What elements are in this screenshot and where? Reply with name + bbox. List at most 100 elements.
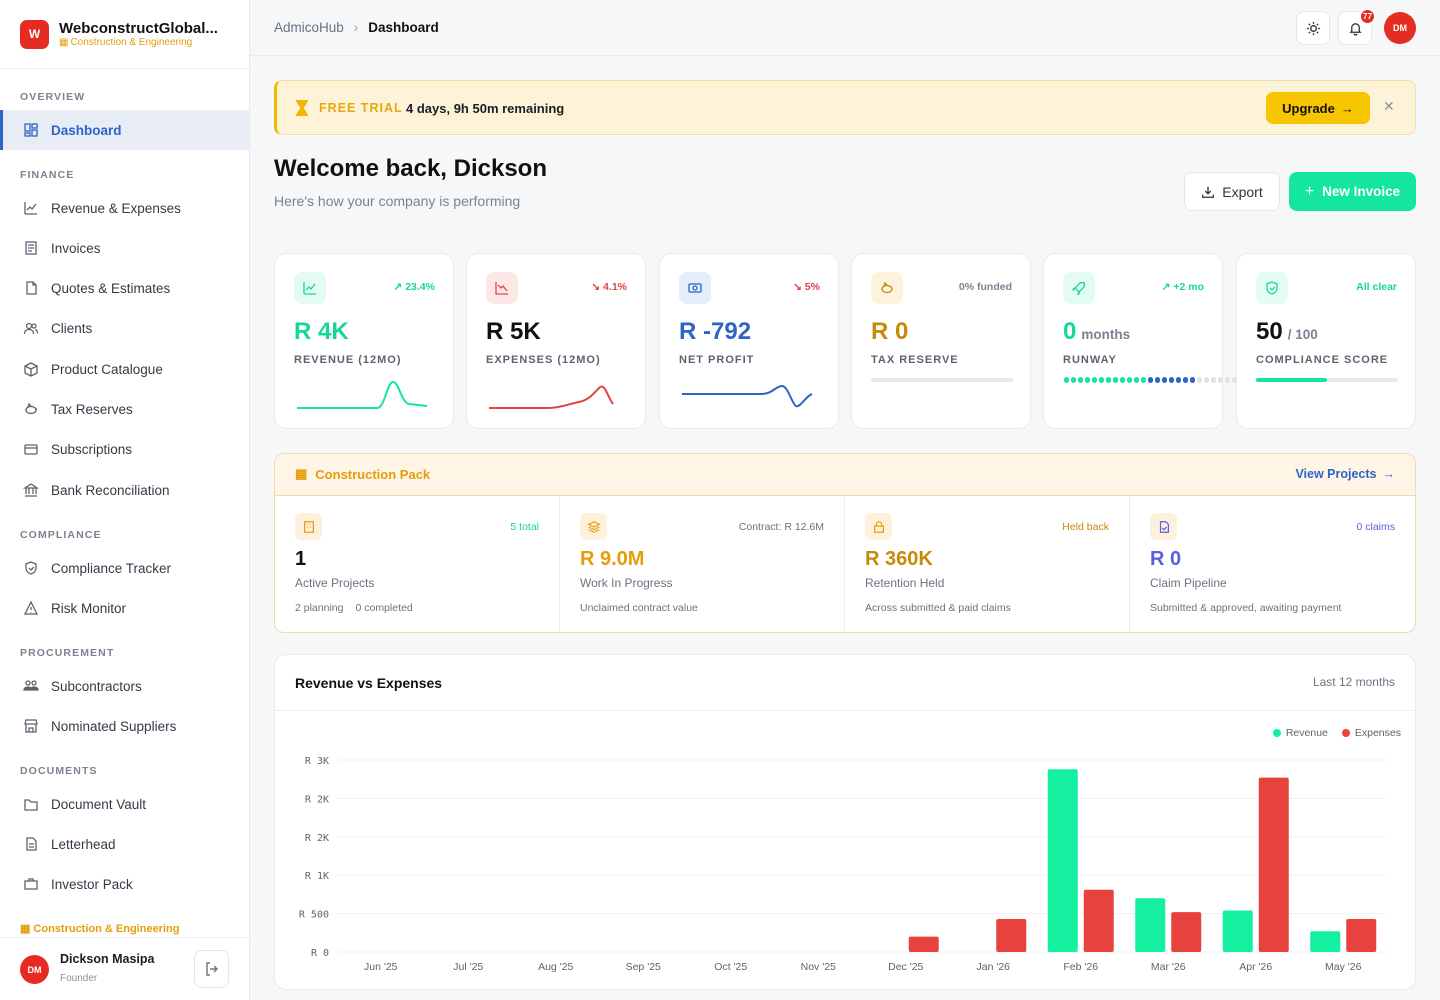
stat-card-net-profit[interactable]: ↘ 5% R -792 NET PROFIT (659, 253, 839, 429)
card-value: R 360K (865, 548, 933, 570)
trial-banner: FREE TRIAL 4 days, 9h 50m remaining Upgr… (274, 80, 1416, 135)
theme-toggle-button[interactable] (1296, 11, 1330, 45)
lock-icon (865, 513, 892, 540)
notifications-button[interactable]: 77 (1338, 8, 1376, 45)
sidebar-item-invoices[interactable]: Invoices (0, 228, 249, 268)
stat-delta: ↘ 5% (793, 281, 820, 293)
legend-expenses: Expenses (1341, 727, 1401, 739)
construction-card-active-projects[interactable]: 5 total 1 Active Projects 2 planning 0 compl… (275, 496, 560, 632)
stat-card-revenue-12mo[interactable]: ↗ 23.4% R 4K REVENUE (12MO) (274, 253, 454, 429)
export-button[interactable]: Export (1184, 172, 1280, 211)
section-finance: FINANCE (20, 169, 75, 181)
stat-card-tax-reserve[interactable]: 0% funded R 0 TAX RESERVE (851, 253, 1031, 429)
bar-expenses[interactable] (1346, 918, 1377, 952)
sidebar-item-subscriptions[interactable]: Subscriptions (0, 429, 249, 469)
stat-card-compliance-score[interactable]: All clear 50 / 100 COMPLIANCE SCORE (1236, 253, 1416, 429)
stat-value: R 4K (294, 318, 349, 345)
bar-revenue[interactable] (1135, 898, 1166, 952)
section-overview: OVERVIEW (20, 91, 86, 103)
stat-label: REVENUE (12MO) (294, 354, 402, 366)
stat-delta: ↗ 23.4% (393, 281, 436, 293)
bar-expenses[interactable] (996, 918, 1027, 952)
breadcrumb-root[interactable]: AdmicoHub (274, 20, 344, 35)
stat-label: NET PROFIT (679, 354, 755, 366)
upgrade-button[interactable]: Upgrade → (1266, 92, 1370, 124)
sidebar-item-document-vault[interactable]: Document Vault (0, 784, 249, 824)
sidebar-item-risk-monitor[interactable]: Risk Monitor (0, 588, 249, 628)
sidebar-item-letterhead[interactable]: Letterhead (0, 824, 249, 864)
construction-card-claim-pipeline[interactable]: 0 claims R 0 Claim Pipeline Submitted & app… (1130, 496, 1415, 632)
user-box: DM Dickson Masipa Founder (0, 937, 249, 1000)
stat-value: R -792 (679, 318, 752, 345)
stat-delta: 0% funded (958, 281, 1012, 293)
sidebar-item-subcontractors[interactable]: Subcontractors (0, 666, 249, 706)
sidebar-item-label: Nominated Suppliers (51, 718, 177, 734)
trial-label: FREE TRIAL (319, 101, 403, 115)
user-avatar[interactable]: DM (1384, 12, 1416, 44)
sidebar-item-quotes-estimates[interactable]: Quotes & Estimates (0, 268, 249, 308)
chevron-right-icon: › (353, 20, 359, 35)
construction-title: Construction Pack (315, 466, 431, 482)
construction-card-retention-held[interactable]: Held back R 360K Retention Held Across subm… (845, 496, 1130, 632)
chart-legend: Revenue Expenses (1272, 727, 1401, 739)
logout-button[interactable] (194, 950, 229, 988)
new-invoice-button[interactable]: + New Invoice (1289, 172, 1416, 211)
y-tick-label: R 1K (305, 871, 329, 882)
sidebar-item-label: Product Catalogue (51, 361, 163, 377)
bell-icon (1348, 22, 1362, 36)
sidebar-item-clients[interactable]: Clients (0, 308, 249, 348)
bar-revenue[interactable] (1222, 910, 1253, 952)
piggy-bank-icon (25, 402, 37, 415)
bar-revenue[interactable] (1310, 931, 1341, 952)
sidebar-item-label: Subcontractors (51, 678, 142, 694)
sidebar-item-nominated-suppliers[interactable]: Nominated Suppliers (0, 706, 249, 746)
arrow-right-icon: → (1340, 100, 1354, 116)
sidebar-item-bank-reconciliation[interactable]: Bank Reconciliation (0, 470, 249, 510)
hourglass-icon (296, 100, 308, 116)
dashboard-icon (24, 123, 38, 137)
sidebar-item-investor-pack[interactable]: Investor Pack (0, 864, 249, 904)
stat-card-runway[interactable]: ↗ +2 mo 0 months RUNWAY (1043, 253, 1237, 429)
sidebar-item-dashboard[interactable]: Dashboard (0, 110, 249, 150)
arrow-right-icon: → (1382, 467, 1396, 481)
plus-icon: + (1304, 182, 1315, 200)
bar-expenses[interactable] (1083, 889, 1114, 952)
sidebar-item-revenue-expenses[interactable]: Revenue & Expenses (0, 188, 249, 228)
card-subtext: 2 planning (295, 602, 344, 614)
stat-value: R 5K (486, 318, 541, 345)
export-label: Export (1222, 183, 1263, 200)
card-subtext: Across submitted & paid claims (865, 602, 1011, 614)
user-name: Dickson Masipa (60, 952, 155, 966)
stat-value: 0 (1063, 318, 1077, 345)
bar-expenses[interactable] (908, 936, 939, 952)
card-subtext: Unclaimed contract value (580, 602, 698, 614)
sidebar-item-compliance-tracker[interactable]: Compliance Tracker (0, 548, 249, 588)
stat-card-expenses-12mo[interactable]: ↘ 4.1% R 5K EXPENSES (12MO) (466, 253, 646, 429)
x-tick-label: Sep '25 (626, 961, 661, 973)
avatar[interactable]: DM (20, 955, 49, 984)
y-tick-label: R 0 (311, 948, 329, 959)
construction-card-work-in-progress[interactable]: Contract: R 12.6M R 9.0M Work In Progress U… (560, 496, 845, 632)
cash-icon (679, 272, 711, 304)
sidebar-item-product-catalogue[interactable]: Product Catalogue (0, 349, 249, 389)
box-icon (24, 362, 38, 377)
close-icon[interactable]: ✕ (1383, 98, 1395, 114)
stat-delta: ↘ 4.1% (591, 281, 627, 293)
sidebar-item-tax-reserves[interactable]: Tax Reserves (0, 389, 249, 429)
progress-fill (1256, 378, 1327, 382)
chart-range[interactable]: Last 12 months (1312, 675, 1395, 689)
bar-revenue[interactable] (1047, 769, 1078, 952)
building-icon: ▦ (20, 923, 31, 935)
brand[interactable]: W WebconstructGlobal... ▦ Construction & … (0, 0, 249, 69)
view-projects-link[interactable]: View Projects → (1295, 467, 1395, 481)
view-projects-label: View Projects (1295, 467, 1377, 481)
sidebar: W WebconstructGlobal... ▦ Construction & … (0, 0, 250, 1000)
document-icon (26, 837, 37, 851)
notification-count-badge: 77 (1359, 8, 1376, 25)
bar-expenses[interactable] (1258, 777, 1289, 952)
bar-expenses[interactable] (1171, 912, 1202, 952)
revenue-expenses-chart: Revenue vs Expenses Last 12 months Reven… (274, 654, 1416, 990)
card-label: Retention Held (865, 576, 945, 590)
stat-label: EXPENSES (12MO) (486, 354, 601, 366)
card-tag: 5 total (510, 521, 539, 533)
